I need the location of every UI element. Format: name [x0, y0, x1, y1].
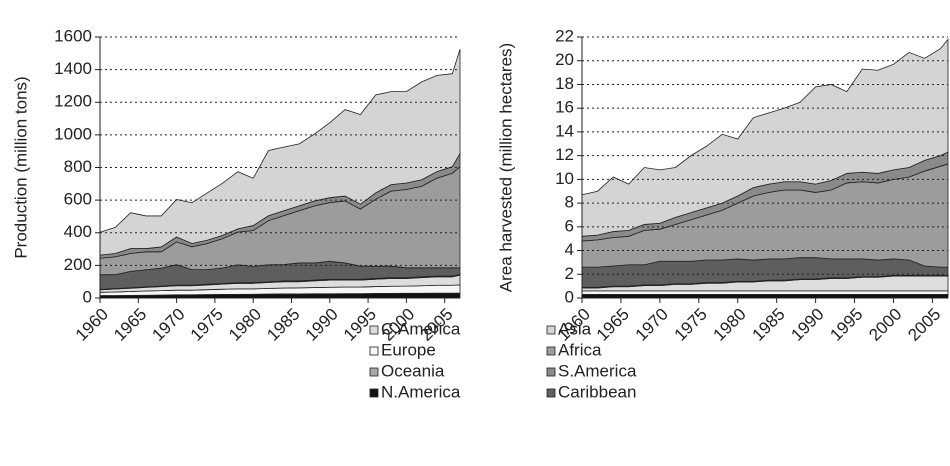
y-tick-label: 8 [565, 193, 574, 212]
y-tick-label: 10 [555, 169, 574, 188]
y-tick-label: 600 [64, 190, 92, 209]
area [581, 290, 949, 295]
y-axis-label: Area harvested (million hectares) [496, 43, 515, 292]
y-tick-label: 200 [64, 255, 92, 274]
legend-label: Caribbean [558, 382, 636, 401]
x-tick-label: 1985 [748, 305, 788, 345]
area [99, 49, 461, 256]
legend-label: Europe [381, 340, 436, 359]
y-tick-label: 1000 [54, 124, 92, 143]
legend-swatch [369, 388, 379, 398]
x-tick-label: 1970 [632, 305, 672, 345]
legend-swatch [369, 325, 379, 335]
legend-swatch [546, 388, 556, 398]
legend-swatch [546, 367, 556, 377]
x-tick-label: 1995 [340, 305, 380, 345]
area [581, 294, 949, 299]
y-tick-label: 14 [555, 121, 574, 140]
x-tick-label: 1980 [225, 305, 265, 345]
x-tick-label: 1960 [72, 305, 112, 345]
x-tick-label: 1970 [148, 305, 188, 345]
y-tick-label: 18 [555, 74, 574, 93]
x-tick-label: 1995 [826, 305, 866, 345]
legend: N.America Europe C.America Oceania Caribbean… [369, 319, 637, 401]
y-tick-label: 0 [83, 287, 92, 306]
y-axis-label: Production (million tons) [11, 76, 30, 258]
legend-label: Africa [558, 340, 602, 359]
x-tick-label: 1990 [787, 305, 827, 345]
y-tick-label: 800 [64, 157, 92, 176]
legend-label: S.America [558, 361, 637, 380]
legend-label: Oceania [381, 361, 445, 380]
x-tick-label: 1985 [263, 305, 303, 345]
x-tick-label: 1990 [302, 305, 342, 345]
y-tick-label: 1400 [54, 59, 92, 78]
x-tick-label: 1980 [710, 305, 750, 345]
area [581, 38, 949, 237]
x-tick-label: 2000 [865, 305, 905, 345]
y-tick-label: 6 [565, 216, 574, 235]
y-tick-label: 1600 [54, 26, 92, 45]
legend-swatch [369, 346, 379, 356]
legend-swatch [369, 367, 379, 377]
legend-label: N.America [381, 382, 461, 401]
x-tick-label: 2005 [904, 305, 944, 345]
legend-swatch [546, 325, 556, 335]
x-tick-label: 1975 [671, 305, 711, 345]
legend-swatch [546, 346, 556, 356]
y-tick-label: 2 [565, 264, 574, 283]
y-tick-label: 0 [565, 287, 574, 306]
chart: 0246810121416182022196019651970197519801… [496, 26, 949, 345]
chart: 0200400600800100012001400160019601965197… [11, 26, 461, 345]
x-tick-label: 1965 [110, 305, 150, 345]
y-tick-label: 1200 [54, 92, 92, 111]
y-tick-label: 400 [64, 222, 92, 241]
y-tick-label: 4 [565, 240, 574, 259]
y-tick-label: 20 [555, 50, 574, 69]
legend-label: Asia [558, 319, 592, 338]
x-tick-label: 1965 [593, 305, 633, 345]
y-tick-label: 16 [555, 98, 574, 117]
y-tick-label: 22 [555, 26, 574, 45]
legend-label: C.America [381, 319, 461, 338]
x-tick-label: 1975 [187, 305, 227, 345]
y-tick-label: 12 [555, 145, 574, 164]
